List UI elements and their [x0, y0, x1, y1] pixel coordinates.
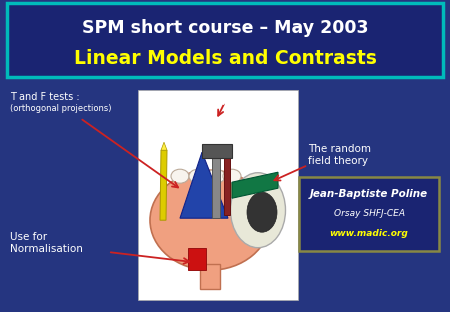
Text: SPM short course – May 2003: SPM short course – May 2003	[82, 19, 368, 37]
FancyBboxPatch shape	[299, 177, 439, 251]
Text: Jean-Baptiste Poline: Jean-Baptiste Poline	[310, 189, 428, 199]
Text: Linear Models and Contrasts: Linear Models and Contrasts	[73, 48, 377, 67]
Text: T and F tests :: T and F tests :	[10, 92, 80, 102]
Text: (orthogonal projections): (orthogonal projections)	[10, 104, 112, 113]
Text: The random
field theory: The random field theory	[308, 144, 371, 166]
FancyBboxPatch shape	[138, 90, 298, 300]
Polygon shape	[180, 152, 228, 218]
Text: Hammering a Linear Model: Hammering a Linear Model	[154, 97, 296, 107]
Text: Use for
Normalisation: Use for Normalisation	[10, 232, 83, 254]
Text: www.madic.org: www.madic.org	[329, 228, 409, 237]
Polygon shape	[232, 172, 278, 198]
Polygon shape	[188, 248, 206, 270]
Ellipse shape	[247, 192, 277, 232]
Ellipse shape	[223, 169, 241, 183]
Text: Orsay SHFJ-CEA: Orsay SHFJ-CEA	[333, 209, 405, 218]
Ellipse shape	[207, 169, 225, 183]
Ellipse shape	[230, 173, 285, 248]
Polygon shape	[212, 158, 220, 218]
Ellipse shape	[171, 169, 189, 183]
FancyBboxPatch shape	[7, 3, 443, 77]
Polygon shape	[161, 142, 167, 150]
Polygon shape	[202, 144, 232, 158]
Ellipse shape	[189, 169, 207, 183]
FancyBboxPatch shape	[200, 264, 220, 289]
Polygon shape	[160, 150, 167, 220]
Polygon shape	[224, 155, 230, 215]
Ellipse shape	[150, 170, 270, 270]
